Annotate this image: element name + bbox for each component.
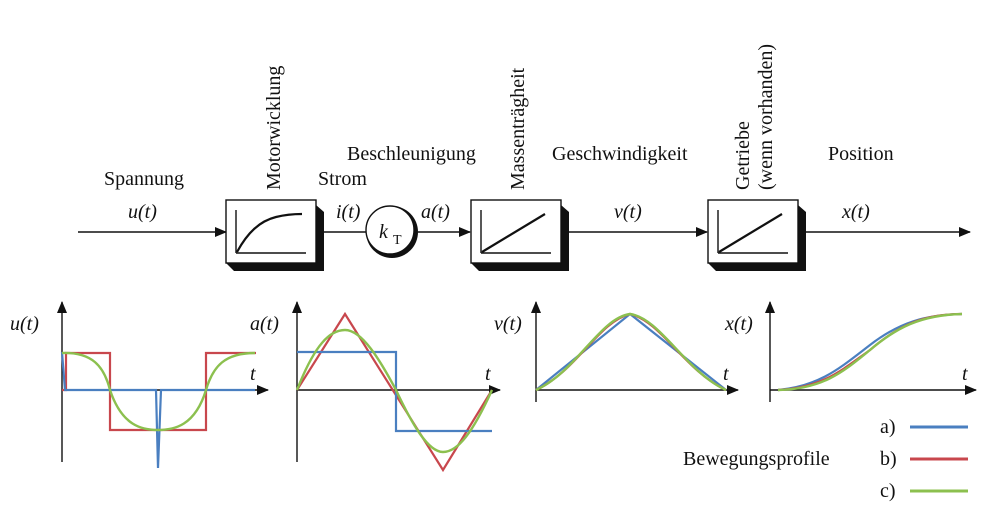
- block-gear: [707, 199, 806, 271]
- legend-label-a: a): [880, 416, 896, 438]
- velocity-name: Geschwindigkeit: [552, 143, 688, 165]
- acceleration-name: Beschleunigung: [347, 143, 476, 165]
- plot-velocity-ylabel: v(t): [494, 313, 522, 335]
- legend-label-b: b): [880, 448, 897, 470]
- torque-constant-subscript: T: [393, 233, 402, 248]
- velocity-symbol: v(t): [614, 201, 642, 223]
- plot-velocity: v(t) t: [494, 301, 739, 402]
- profile-b-position: [777, 312, 963, 392]
- plot-position: x(t) t: [724, 301, 977, 402]
- profile-c-velocity: [535, 312, 727, 392]
- plot-acceleration: a(t) t: [250, 301, 501, 473]
- block-motor-winding: [225, 199, 324, 271]
- profile-b-velocity: [535, 312, 727, 391]
- legend: Bewegungsprofile a) b) c): [683, 416, 968, 502]
- profile-c-voltage: [61, 351, 256, 432]
- position-symbol: x(t): [841, 201, 870, 223]
- position-name: Position: [828, 143, 894, 165]
- torque-constant-symbol: k: [379, 221, 389, 243]
- first-order-step-response: [236, 212, 303, 253]
- plot-voltage-tlabel: t: [250, 363, 256, 385]
- voltage-name: Spannung: [104, 168, 184, 190]
- plot-acceleration-ylabel: a(t): [250, 313, 279, 335]
- profile-a-position: [777, 312, 963, 392]
- legend-label-c: c): [880, 480, 896, 502]
- plot-acceleration-tlabel: t: [485, 363, 491, 385]
- profile-c-acceleration: [295, 328, 494, 454]
- plot-velocity-tlabel: t: [723, 363, 729, 385]
- integrator-ramp: [481, 213, 546, 253]
- inertia-label: Massenträgheit: [507, 67, 529, 190]
- gear-ramp: [718, 213, 783, 253]
- block-torque-constant: k T: [365, 205, 418, 258]
- plot-voltage: u(t) t: [10, 301, 269, 469]
- winding-label: Motorwicklung: [263, 66, 285, 190]
- gear-label-line2: (wenn vorhanden): [755, 44, 777, 190]
- plot-voltage-ylabel: u(t): [10, 313, 39, 335]
- profile-c-position: [777, 312, 963, 392]
- profile-a-voltage: [60, 351, 255, 469]
- acceleration-symbol: a(t): [421, 201, 450, 223]
- current-name: Strom: [318, 168, 367, 190]
- voltage-symbol: u(t): [128, 201, 157, 223]
- block-inertia: [470, 199, 569, 271]
- gear-label-line1: Getriebe: [732, 121, 754, 190]
- plot-position-ylabel: x(t): [724, 313, 753, 335]
- current-symbol: i(t): [336, 201, 361, 223]
- plot-position-tlabel: t: [962, 363, 968, 385]
- profile-a-velocity: [535, 312, 727, 391]
- legend-title: Bewegungsprofile: [683, 448, 830, 470]
